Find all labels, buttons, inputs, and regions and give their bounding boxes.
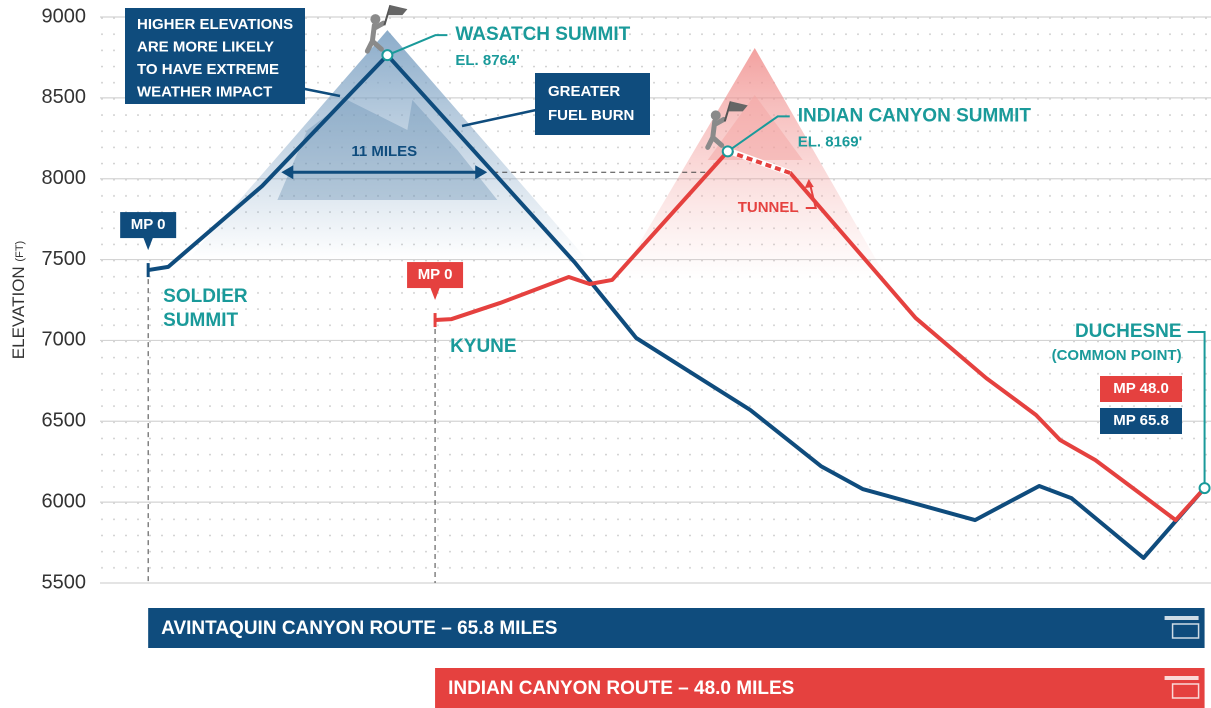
summit-name: WASATCH SUMMIT	[455, 24, 630, 45]
train-icon	[1165, 676, 1199, 680]
y-tick-label: 9000	[42, 5, 87, 27]
y-tick-label: 8000	[42, 167, 87, 189]
end-mp-label: MP 65.8	[1113, 412, 1169, 429]
distance-label: 11 MILES	[351, 143, 417, 160]
hiker-head	[711, 110, 721, 120]
note-text: WEATHER IMPACT	[137, 83, 272, 100]
common-note: (COMMON POINT)	[1052, 347, 1182, 364]
common-marker	[1200, 483, 1210, 493]
mp-label: MP 0	[418, 266, 453, 283]
summit-elevation: EL. 8764'	[455, 52, 519, 69]
summit-name: INDIAN CANYON SUMMIT	[798, 105, 1032, 126]
place-name: KYUNE	[450, 336, 517, 357]
hiker-head	[370, 14, 380, 24]
place-name: SUMMIT	[163, 310, 238, 331]
y-tick-label: 8500	[42, 86, 87, 108]
chart: 5500 6000 6500 7000 7500 8000 8500 9000 ELEVATIO…	[0, 0, 1211, 708]
place-name: SOLDIER	[163, 286, 248, 307]
note-text: FUEL BURN	[548, 107, 634, 124]
y-tick-label: 5500	[42, 571, 87, 593]
mp-label: MP 0	[131, 216, 166, 233]
summit-marker	[723, 146, 733, 156]
y-tick-label: 7000	[42, 329, 87, 351]
y-axis-title: ELEVATION	[9, 266, 28, 359]
tunnel-label: TUNNEL	[738, 199, 799, 216]
summit-elevation: EL. 8169'	[798, 133, 862, 150]
y-tick-label: 6500	[42, 410, 87, 432]
note-text: GREATER	[548, 83, 620, 100]
page: {"chart_data": { "type": "line", "y_labe…	[0, 0, 1211, 708]
y-axis-unit: (FT)	[14, 241, 26, 262]
end-mp-label: MP 48.0	[1113, 380, 1169, 397]
route-label: INDIAN CANYON ROUTE – 48.0 MILES	[448, 678, 794, 699]
y-tick-label: 6000	[42, 490, 87, 512]
y-tick-label: 7500	[42, 248, 87, 270]
y-axis-label: ELEVATION (FT)	[9, 241, 28, 359]
summit-marker	[382, 50, 392, 60]
note-text: TO HAVE EXTREME	[137, 61, 279, 78]
common-name: DUCHESNE	[1075, 321, 1182, 342]
flag	[388, 5, 407, 15]
train-icon	[1165, 616, 1199, 620]
note-text: HIGHER ELEVATIONS	[137, 16, 293, 33]
route-label: AVINTAQUIN CANYON ROUTE – 65.8 MILES	[161, 618, 557, 639]
note-text: ARE MORE LIKELY	[137, 38, 274, 55]
